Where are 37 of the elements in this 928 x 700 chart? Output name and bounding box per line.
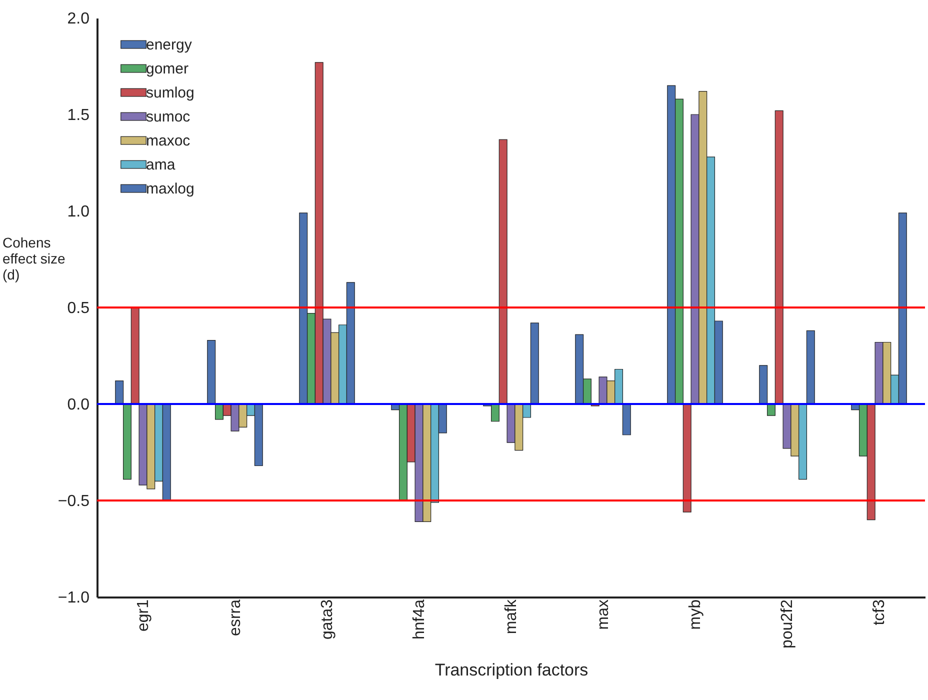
- bar: [682, 404, 692, 512]
- bar: [207, 340, 216, 404]
- x-tick-label: mafk: [503, 598, 520, 634]
- bar: [130, 307, 140, 404]
- legend-label: sumlog: [146, 84, 194, 102]
- bar: [498, 139, 508, 404]
- y-tick-label: 1.0: [67, 204, 90, 220]
- y-tick-label: 0.0: [67, 396, 90, 414]
- x-tick-label: max: [595, 600, 612, 630]
- x-tick-label: gata3: [319, 599, 336, 640]
- x-tick-label: tcf3: [871, 599, 888, 626]
- bar: [766, 404, 776, 416]
- legend-label: energy: [146, 36, 192, 54]
- y-tick-label: −1.0: [58, 590, 90, 606]
- x-tick-label: esrra: [227, 599, 244, 636]
- legend-label: gomer: [146, 60, 189, 78]
- x-tick-label: myb: [687, 599, 704, 630]
- legend-label: maxlog: [146, 180, 194, 198]
- legend-label: sumoc: [146, 108, 191, 126]
- bar: [530, 322, 539, 404]
- y-tick-label: 2.0: [67, 10, 90, 28]
- y-tick-label: 1.5: [67, 107, 90, 124]
- bar: [122, 404, 132, 480]
- bar: [115, 380, 124, 404]
- x-tick-label: pou2f2: [779, 599, 796, 648]
- legend-label: ama: [146, 156, 176, 174]
- bar: [806, 330, 815, 404]
- bar: [759, 365, 768, 404]
- bar: [774, 110, 784, 404]
- bar: [622, 404, 631, 436]
- x-tick-label: hnf4a: [411, 599, 428, 640]
- y-tick-label: 0.5: [67, 300, 90, 317]
- legend-label: maxoc: [146, 132, 191, 150]
- y-axis-title: Cohens effect size (d): [2, 234, 66, 282]
- x-tick-label: egr1: [135, 599, 152, 632]
- x-axis-title: Transcription factors: [434, 660, 588, 680]
- y-tick-label: −0.5: [58, 493, 90, 510]
